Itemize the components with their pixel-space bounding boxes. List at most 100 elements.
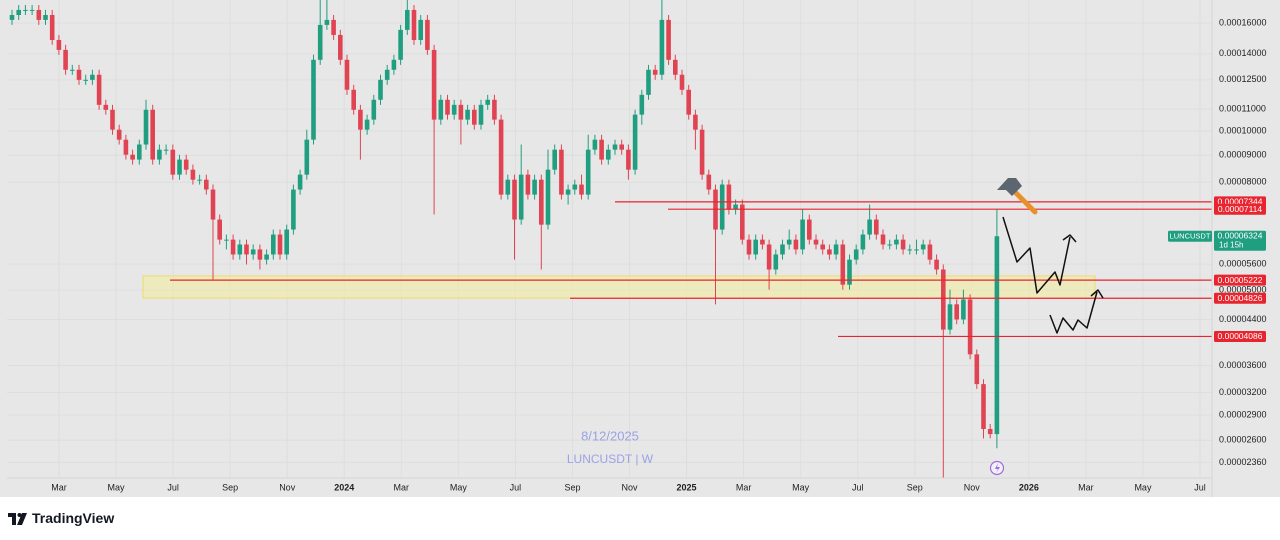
- x-tick-label: Nov: [964, 482, 981, 492]
- candle-body: [900, 239, 906, 250]
- candle-body: [800, 219, 805, 250]
- y-tick-label: 0.00016000: [1219, 18, 1267, 28]
- candle-body: [894, 239, 899, 245]
- candle-body: [974, 354, 980, 385]
- candle-body: [63, 49, 68, 70]
- candle-body: [130, 154, 135, 160]
- candle-body: [485, 99, 490, 105]
- candle-body: [23, 9, 28, 11]
- logo-mark: [17, 513, 27, 525]
- x-tick-label: Mar: [736, 482, 752, 492]
- x-tick-label: May: [792, 482, 810, 492]
- candle-body: [9, 15, 15, 20]
- candle-body: [183, 159, 189, 170]
- x-tick-label: Mar: [51, 482, 67, 492]
- candle-body: [552, 149, 557, 170]
- level-tag: [1214, 292, 1266, 304]
- candle-body: [981, 384, 986, 430]
- y-tick-label: 0.00002900: [1219, 410, 1267, 420]
- candle-body: [250, 249, 256, 255]
- candle-body: [498, 119, 504, 195]
- y-tick-label: 0.00011000: [1219, 104, 1266, 114]
- level-tag-label: 0.00005222: [1218, 275, 1263, 285]
- candle-body: [733, 204, 738, 210]
- y-tick-label: 0.00008000: [1219, 177, 1267, 187]
- candle-body: [304, 139, 310, 175]
- candle-body: [686, 89, 691, 115]
- x-tick-label: Mar: [1078, 482, 1094, 492]
- level-tag-label: 0.00007114: [1218, 204, 1263, 214]
- candle-body: [29, 9, 35, 11]
- y-tick-label: 0.00012500: [1219, 74, 1267, 84]
- level-tag: [1214, 274, 1266, 286]
- candle-body: [157, 149, 162, 160]
- x-tick-label: Sep: [564, 482, 580, 492]
- symbol-tag: [1168, 230, 1212, 242]
- candle-body: [116, 129, 122, 140]
- candle-body: [746, 239, 752, 255]
- candle-body: [103, 104, 109, 110]
- candle-body: [291, 189, 296, 230]
- candle-body: [49, 15, 55, 40]
- x-tick-label: 2025: [677, 482, 697, 492]
- candle-body: [565, 189, 571, 195]
- candle-body: [693, 114, 698, 130]
- candle-body: [880, 234, 886, 245]
- candle-body: [210, 189, 216, 220]
- level-tag-label: 0.00007344: [1218, 197, 1263, 207]
- candle-body: [646, 69, 651, 95]
- candle-body: [451, 104, 457, 115]
- footer-background: [0, 497, 1280, 540]
- candle-body: [170, 149, 176, 175]
- candle-body: [572, 184, 578, 190]
- candle-body: [425, 19, 430, 50]
- candle-body: [331, 19, 336, 35]
- candle-body: [478, 104, 484, 125]
- candle-body: [143, 109, 149, 145]
- candle-body: [505, 179, 511, 195]
- candle-body: [512, 179, 517, 220]
- candle-body: [525, 174, 531, 195]
- time-axis: Mar May Jul Sep Nov 2024 Mar May Jul Sep Nov 2025 Ma…: [51, 482, 1206, 492]
- candle-body: [559, 149, 564, 195]
- hammer-head: [997, 178, 1022, 196]
- candle-body: [666, 19, 671, 60]
- candle-body: [813, 239, 819, 245]
- candle-body: [371, 99, 377, 120]
- y-tick-label: 0.00002600: [1219, 435, 1267, 445]
- candle-body: [411, 9, 417, 40]
- level-tag: [1214, 203, 1266, 215]
- candle-body: [954, 304, 959, 320]
- grid: [7, 0, 1212, 478]
- candle-body: [217, 219, 222, 240]
- candle-body: [277, 234, 283, 255]
- watermark-date: 8/12/2025: [581, 428, 639, 443]
- candle-body: [673, 59, 678, 75]
- x-tick-label: May: [108, 482, 126, 492]
- candle-body: [123, 139, 129, 155]
- watermark-symbol: LUNCUSDT | W: [567, 452, 654, 466]
- candle-body: [773, 254, 779, 270]
- candle-body: [418, 19, 423, 40]
- candle-body: [438, 99, 444, 120]
- level-tag-label: 0.00004086: [1218, 331, 1263, 341]
- y-tick-label: 0.00014000: [1219, 48, 1267, 58]
- chart-background: [0, 0, 1280, 500]
- candle-body: [860, 234, 866, 250]
- candle-body: [16, 9, 21, 16]
- candle-body: [351, 89, 356, 110]
- x-tick-label: May: [450, 482, 468, 492]
- brand-name: TradingView: [32, 510, 114, 526]
- candle-body: [338, 34, 343, 60]
- candle-body: [619, 144, 624, 150]
- alert-bolt: [995, 463, 1000, 473]
- candle-body: [887, 244, 892, 246]
- candle-body: [706, 174, 712, 190]
- candle-body: [941, 269, 946, 330]
- candle-body: [230, 239, 236, 255]
- candle-body: [317, 24, 323, 60]
- candle-body: [914, 249, 919, 251]
- forecast-arrows: [1002, 216, 1104, 334]
- candle-body: [967, 299, 973, 355]
